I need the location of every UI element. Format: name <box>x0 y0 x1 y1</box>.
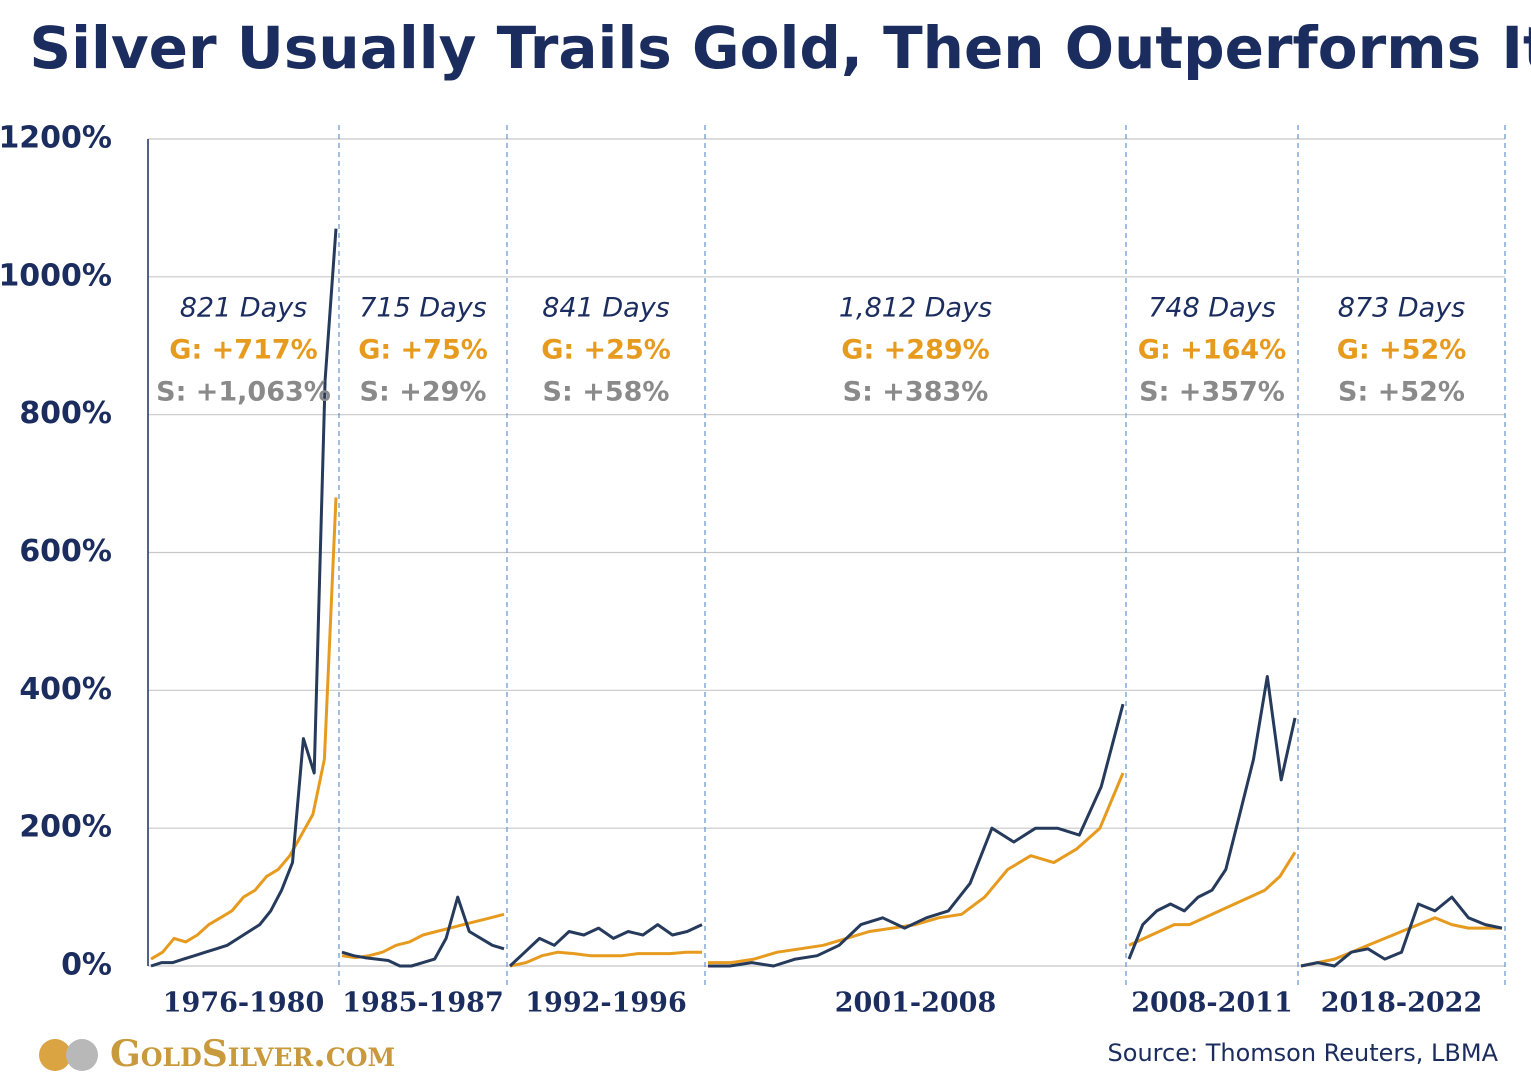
source: Source: Thomson Reuters, LBMA <box>1108 1039 1499 1067</box>
period-label: 1985-1987 <box>342 988 504 1019</box>
period-days: 873 Days <box>1338 293 1466 324</box>
silver-gain: S: +357% <box>1139 377 1285 408</box>
period-label: 2001-2008 <box>835 988 997 1019</box>
gold-gain: G: +25% <box>541 335 671 366</box>
gold-line <box>150 497 338 961</box>
period-days: 821 Days <box>180 293 308 324</box>
gold-line <box>708 772 1125 965</box>
period-label: 2018-2022 <box>1321 988 1483 1019</box>
y-tick-label: 1200% <box>0 121 112 156</box>
gold-gain: G: +52% <box>1337 335 1467 366</box>
period-label: 1992-1996 <box>525 988 687 1019</box>
gold-gain: G: +717% <box>169 335 317 366</box>
period-days: 1,812 Days <box>839 293 992 324</box>
silver-gain: S: +52% <box>1338 377 1465 408</box>
y-tick-label: 600% <box>19 534 112 569</box>
silver-line <box>341 895 505 968</box>
silver-gain: S: +58% <box>543 377 670 408</box>
gold-gain: G: +75% <box>358 335 488 366</box>
logo-coin <box>66 1039 98 1071</box>
silver-line <box>708 703 1125 968</box>
y-tick-label: 200% <box>19 810 112 845</box>
silver-line <box>150 228 338 968</box>
logo: GoldSilver.com <box>110 1033 395 1075</box>
gold-line <box>1300 916 1502 968</box>
period-days: 841 Days <box>542 293 670 324</box>
y-tick-label: 400% <box>19 672 112 707</box>
silver-gain: S: +383% <box>843 377 989 408</box>
gold-line <box>1128 851 1297 947</box>
period-label: 2008-2011 <box>1131 988 1293 1019</box>
gold-line <box>509 950 702 968</box>
period-days: 715 Days <box>359 293 487 324</box>
silver-line <box>1127 675 1297 960</box>
gold-line <box>341 912 505 960</box>
silver-gain: S: +1,063% <box>156 377 331 408</box>
period-days: 748 Days <box>1148 293 1276 324</box>
chart-title: Silver Usually Trails Gold, Then Outperf… <box>29 14 1531 82</box>
y-tick-label: 0% <box>61 948 112 983</box>
silver-line <box>1300 895 1503 968</box>
y-tick-label: 800% <box>19 396 112 431</box>
silver-line <box>508 923 703 968</box>
period-label: 1976-1980 <box>163 988 325 1019</box>
gold-gain: G: +289% <box>841 335 989 366</box>
gold-gain: G: +164% <box>1138 335 1286 366</box>
logo-coin <box>39 1039 71 1071</box>
y-tick-label: 1000% <box>0 258 112 293</box>
silver-gain: S: +29% <box>360 377 487 408</box>
